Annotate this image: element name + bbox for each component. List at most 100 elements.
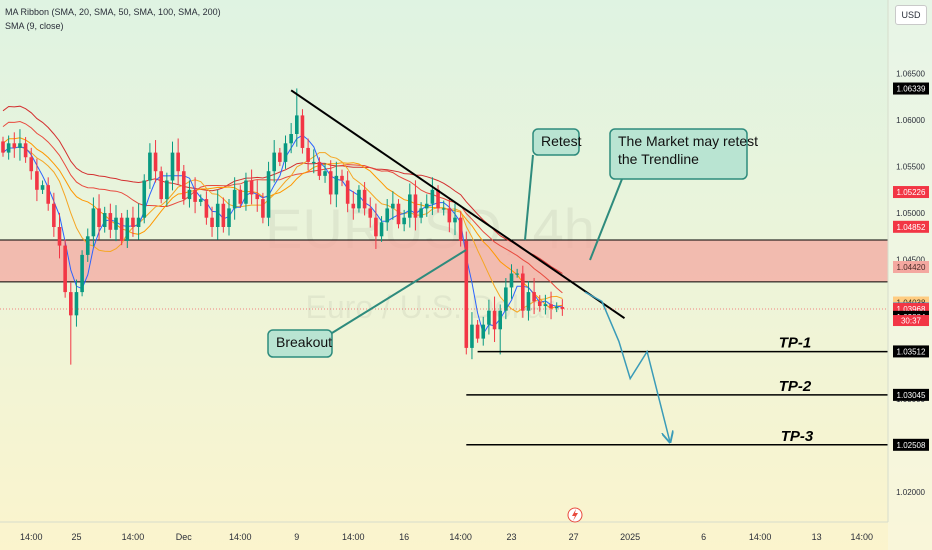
candle[interactable] bbox=[317, 157, 322, 181]
candle[interactable] bbox=[334, 161, 339, 208]
candle[interactable] bbox=[52, 192, 56, 237]
candle[interactable] bbox=[357, 185, 361, 213]
candle[interactable] bbox=[153, 140, 158, 183]
candle[interactable] bbox=[198, 194, 203, 207]
candle[interactable] bbox=[238, 185, 243, 208]
candle[interactable] bbox=[498, 304, 502, 355]
candle[interactable] bbox=[35, 158, 39, 202]
candle[interactable] bbox=[91, 197, 96, 247]
candle[interactable] bbox=[543, 294, 548, 315]
candle[interactable] bbox=[244, 172, 248, 211]
currency-button[interactable]: USD bbox=[895, 5, 927, 25]
market-retest-callout[interactable]: The Market may retest the Trendline bbox=[589, 128, 758, 261]
candle[interactable] bbox=[249, 169, 254, 205]
candle[interactable] bbox=[385, 199, 389, 231]
candle[interactable] bbox=[204, 191, 209, 225]
candle[interactable] bbox=[408, 183, 412, 228]
candle[interactable] bbox=[487, 299, 491, 335]
candle[interactable] bbox=[379, 216, 384, 242]
retest-callout[interactable]: Retest bbox=[524, 128, 582, 241]
candle[interactable] bbox=[125, 209, 130, 248]
candle[interactable] bbox=[328, 160, 333, 205]
candle[interactable] bbox=[368, 197, 373, 228]
candle[interactable] bbox=[80, 250, 84, 297]
candle[interactable] bbox=[108, 203, 113, 239]
candle[interactable] bbox=[532, 277, 536, 315]
candle[interactable] bbox=[311, 149, 316, 174]
candle[interactable] bbox=[12, 132, 17, 158]
candle[interactable] bbox=[362, 181, 367, 216]
candle[interactable] bbox=[515, 268, 519, 278]
candle[interactable] bbox=[413, 180, 418, 231]
candle[interactable] bbox=[289, 123, 293, 154]
candle[interactable] bbox=[46, 177, 50, 211]
candle[interactable] bbox=[215, 189, 220, 240]
candle[interactable] bbox=[1, 136, 5, 157]
candle[interactable] bbox=[85, 228, 90, 262]
candle[interactable] bbox=[323, 163, 327, 183]
candle[interactable] bbox=[159, 166, 163, 204]
candle[interactable] bbox=[419, 202, 423, 224]
candle[interactable] bbox=[424, 194, 429, 217]
candle[interactable] bbox=[492, 296, 497, 343]
candle[interactable] bbox=[97, 194, 101, 240]
candle[interactable] bbox=[255, 180, 260, 212]
candle[interactable] bbox=[458, 211, 463, 247]
candle[interactable] bbox=[210, 206, 214, 237]
candle[interactable] bbox=[136, 203, 141, 240]
candle[interactable] bbox=[63, 239, 67, 298]
candle[interactable] bbox=[283, 135, 288, 169]
candle[interactable] bbox=[272, 140, 276, 183]
candle[interactable] bbox=[560, 299, 565, 316]
candle[interactable] bbox=[182, 164, 186, 205]
candle[interactable] bbox=[165, 172, 169, 207]
price-axis[interactable] bbox=[888, 0, 932, 550]
candle[interactable] bbox=[232, 177, 237, 220]
candle[interactable] bbox=[526, 281, 531, 321]
candle[interactable] bbox=[142, 174, 147, 224]
candle[interactable] bbox=[300, 109, 305, 154]
candle[interactable] bbox=[549, 291, 553, 320]
candle[interactable] bbox=[187, 180, 192, 208]
candle[interactable] bbox=[441, 200, 446, 216]
candle[interactable] bbox=[396, 199, 401, 229]
candle[interactable] bbox=[374, 203, 378, 250]
candle[interactable] bbox=[464, 231, 469, 355]
candle[interactable] bbox=[554, 302, 559, 313]
candle[interactable] bbox=[193, 177, 197, 214]
ma-ribbon-legend[interactable]: MA Ribbon (SMA, 20, SMA, 50, SMA, 100, S… bbox=[5, 7, 221, 17]
candle[interactable] bbox=[148, 143, 152, 189]
projection-arrow[interactable] bbox=[584, 291, 670, 441]
candle[interactable] bbox=[6, 135, 11, 160]
candle[interactable] bbox=[453, 203, 457, 236]
candle[interactable] bbox=[221, 197, 226, 233]
candle[interactable] bbox=[119, 213, 124, 246]
candle[interactable] bbox=[278, 147, 282, 167]
candle[interactable] bbox=[176, 138, 180, 184]
candle[interactable] bbox=[266, 161, 271, 227]
sma-legend[interactable]: SMA (9, close) bbox=[5, 21, 64, 31]
candle[interactable] bbox=[345, 171, 350, 213]
candle[interactable] bbox=[402, 209, 406, 232]
trendline[interactable] bbox=[290, 89, 626, 319]
candle[interactable] bbox=[537, 295, 542, 312]
candle[interactable] bbox=[102, 206, 107, 233]
candle[interactable] bbox=[23, 137, 28, 163]
flash-icon[interactable] bbox=[567, 507, 583, 523]
candle[interactable] bbox=[40, 180, 45, 194]
candle[interactable] bbox=[447, 197, 452, 233]
candle[interactable] bbox=[340, 169, 344, 187]
candle[interactable] bbox=[69, 282, 73, 365]
candle[interactable] bbox=[295, 88, 299, 147]
candle[interactable] bbox=[74, 279, 79, 327]
candle[interactable] bbox=[470, 312, 474, 360]
candle[interactable] bbox=[391, 191, 395, 220]
candle[interactable] bbox=[18, 129, 22, 161]
candle[interactable] bbox=[481, 316, 486, 346]
candle[interactable] bbox=[504, 278, 508, 320]
candle[interactable] bbox=[29, 147, 34, 180]
breakout-callout[interactable]: Breakout bbox=[267, 249, 467, 358]
candle[interactable] bbox=[227, 199, 231, 236]
